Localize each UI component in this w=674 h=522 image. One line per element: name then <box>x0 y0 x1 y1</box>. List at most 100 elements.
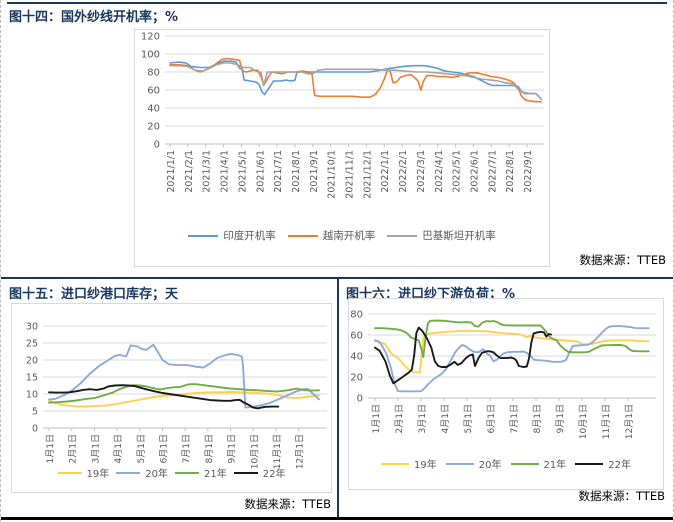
legend-label: 22年 <box>608 460 631 471</box>
x-axis-tick-label: 10月1日 <box>249 434 260 469</box>
x-axis-tick-label: 8月1日 <box>532 404 543 433</box>
legend-line-sample <box>188 234 219 237</box>
series-line <box>169 57 543 103</box>
x-axis-tick-label: 3月1日 <box>417 404 428 433</box>
legend-line-sample <box>175 471 199 474</box>
x-axis-tick-label: 6月1日 <box>159 434 170 463</box>
x-axis-tick-label: 4月1日 <box>440 404 451 433</box>
legend-item: 巴基斯坦开机率 <box>387 228 496 243</box>
y-axis-tick-label: 20 <box>26 356 38 367</box>
series-line <box>48 384 280 410</box>
legend-line-sample <box>445 462 474 465</box>
legend-line-sample <box>233 471 258 474</box>
x-axis-tick-label: 2022/4/1 <box>434 150 445 193</box>
x-axis-tick-label: 1月1日 <box>45 434 56 463</box>
y-axis-tick-label: 20 <box>350 373 363 384</box>
x-axis-tick-label: 2022/2/1 <box>398 150 409 193</box>
top-accent-rule <box>7 2 667 4</box>
x-axis-tick-label: 2月1日 <box>68 434 79 463</box>
y-axis-tick-label: 0 <box>357 394 363 405</box>
chart15-source-note: 数据来源：TTEB <box>244 497 331 511</box>
x-axis-tick-label: 2021/4/1 <box>220 150 231 193</box>
x-axis-tick-label: 2021/10/1 <box>327 150 338 199</box>
chart15-frame: 0 5 10 15 20 25 30 1月1日 2月1日 3月1日 4月1日 5月1日 6月1日 7月1日… <box>11 303 332 493</box>
legend-item: 21年 <box>175 465 227 480</box>
x-axis-tick-label: 2022/8/1 <box>505 150 516 193</box>
legend-item: 印度开机率 <box>188 228 276 243</box>
x-axis-tick-label: 2022/1/1 <box>380 150 391 193</box>
x-axis-tick-label: 2022/9/1 <box>523 150 534 193</box>
chart15-plot: 0 5 10 15 20 25 30 1月1日 2月1日 3月1日 4月1日 5月1日 6月1日 7月1日… <box>26 322 327 469</box>
y-axis-tick-label: 15 <box>26 373 38 384</box>
x-axis-tick-label: 2021/3/1 <box>202 150 213 193</box>
legend-label: 印度开机率 <box>223 230 276 242</box>
y-axis-tick-label: 25 <box>26 339 38 350</box>
y-axis-tick-label: 5 <box>32 407 38 418</box>
x-axis-tick-label: 3月1日 <box>90 434 101 463</box>
series-line <box>48 391 321 408</box>
y-axis-tick-label: 10 <box>26 390 38 401</box>
legend-label: 19年 <box>414 460 437 471</box>
legend-line-sample <box>510 462 539 465</box>
legend-label: 20年 <box>145 469 168 480</box>
x-axis-tick-label: 2021/12/1 <box>362 150 373 199</box>
x-axis-tick-label: 5月1日 <box>463 404 474 433</box>
legend-label: 20年 <box>478 460 502 471</box>
x-axis-tick-label: 2021/8/1 <box>291 150 302 193</box>
series-line <box>48 383 321 404</box>
x-axis-tick-label: 2021/5/1 <box>237 150 248 193</box>
chart15-legend: 19年 20年 21年 22年 <box>12 465 331 480</box>
series-line <box>374 326 552 385</box>
legend-item: 20年 <box>445 456 502 471</box>
x-axis-tick-label: 2021/6/1 <box>255 150 266 193</box>
y-axis-tick-label: 120 <box>141 32 160 43</box>
x-axis-tick-label: 7月1日 <box>181 434 192 463</box>
chart16-plot: 0 20 40 60 80 1月1日 2月1日 3月1日 4月1日 5月1日 6月1日 7月1日 8月1… <box>350 310 656 439</box>
legend-line-sample <box>116 471 141 474</box>
x-axis-tick-label: 2021/9/1 <box>309 150 320 193</box>
chart16-source-note: 数据来源：TTEB <box>578 489 665 503</box>
y-axis-tick-label: 80 <box>147 68 160 79</box>
legend-item: 22年 <box>233 465 286 480</box>
legend-item: 20年 <box>116 465 168 480</box>
chart15-title: 图十五：进口纱港口库存；天 <box>9 287 179 302</box>
chart16-frame: 0 20 40 60 80 1月1日 2月1日 3月1日 4月1日 5月1日 6月1日 7月1日 8月1… <box>348 298 664 490</box>
x-axis-tick-label: 9月1日 <box>227 434 238 463</box>
legend-item: 越南开机率 <box>287 228 376 243</box>
chart14-frame: 0 20 40 60 80 100 120 2021/1/1 2021/2/1 2021/3/1 2… <box>134 29 550 267</box>
legend-label: 越南开机率 <box>322 230 376 242</box>
y-axis-tick-label: 100 <box>141 50 160 61</box>
y-axis-tick-label: 60 <box>147 86 160 97</box>
x-axis-tick-label: 2022/6/1 <box>469 150 480 193</box>
legend-label: 21年 <box>543 460 567 471</box>
x-axis-tick-label: 11月1日 <box>272 434 283 469</box>
x-axis-tick-label: 8月1日 <box>204 434 215 463</box>
y-axis-tick-label: 40 <box>147 104 160 115</box>
series-line <box>48 343 321 409</box>
legend-item: 22年 <box>575 456 631 471</box>
x-axis-tick-label: 9月1日 <box>555 404 566 433</box>
legend-label: 22年 <box>262 469 286 480</box>
series-line <box>374 319 650 358</box>
series-line <box>374 325 650 393</box>
x-axis-tick-label: 2022/5/1 <box>452 150 463 193</box>
legend-label: 21年 <box>204 469 227 480</box>
x-axis-tick-label: 1月1日 <box>371 404 382 433</box>
y-axis-tick-label: 60 <box>350 331 363 342</box>
legend-label: 巴基斯坦开机率 <box>422 230 496 242</box>
legend-item: 19年 <box>57 465 110 480</box>
y-axis-tick-label: 80 <box>350 310 363 321</box>
x-axis-tick-label: 2022/7/1 <box>487 150 498 193</box>
legend-line-sample <box>575 462 604 465</box>
x-axis-tick-label: 11月1日 <box>601 404 612 439</box>
legend-item: 19年 <box>381 456 437 471</box>
y-axis-tick-label: 0 <box>154 140 160 151</box>
chart14-legend: 印度开机率 越南开机率 巴基斯坦开机率 <box>135 228 549 243</box>
x-axis-tick-label: 6月1日 <box>486 404 497 433</box>
legend-line-sample <box>57 471 82 474</box>
x-axis-tick-label: 2021/11/1 <box>345 150 356 199</box>
legend-line-sample <box>381 462 410 465</box>
x-axis-tick-label: 7月1日 <box>509 404 520 433</box>
legend-label: 19年 <box>86 469 110 480</box>
